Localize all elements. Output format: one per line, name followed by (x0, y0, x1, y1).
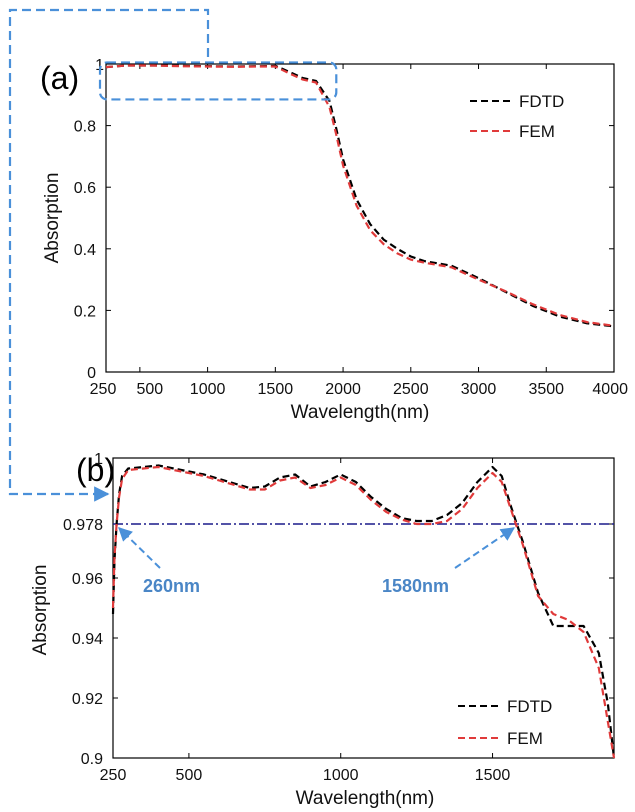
panel-b-legend-fem-label: FEM (507, 729, 543, 748)
panel-a: (a) Wavelength(nm) Absorption 250 500 1000… (40, 57, 628, 423)
panel-b-y-tick-label: 0.96 (72, 571, 103, 588)
panel-a-highlight-box (98, 61, 338, 101)
panel-a-x-tick-label: 500 (137, 381, 164, 398)
panel-a-x-tick-label: 1000 (190, 381, 226, 398)
panel-a-x-tick-label: 3000 (461, 381, 497, 398)
panel-a-label: (a) (40, 60, 79, 96)
highlight-connector (8, 8, 210, 502)
panel-b-annotation-label: 1580nm (382, 576, 449, 596)
panel-a-plot-frame (105, 63, 615, 373)
panel-a-x-tick-label: 2000 (325, 381, 361, 398)
panel-a-x-axis-label: Wavelength(nm) (291, 402, 430, 423)
panel-b-annotations: 260nm 1580nm (118, 527, 515, 596)
panel-b-y-tick-label: 0.94 (72, 631, 103, 648)
panel-a-y-tick-label: 1 (95, 57, 104, 74)
panel-a-x-tick-label: 3500 (528, 381, 564, 398)
panel-b-series-fdtd-line (111, 464, 616, 759)
panel-b-annotation-label: 260nm (143, 576, 200, 596)
panel-b-y-axis-label: Absorption (30, 565, 51, 656)
panel-b-x-tick-label: 500 (176, 767, 203, 784)
panel-b-y-tick-label: 0.92 (72, 691, 103, 708)
panel-b-x-tick-label: 1500 (475, 767, 511, 784)
panel-a-legend-fem-label: FEM (519, 122, 555, 141)
panel-b-series-fem-line (111, 465, 616, 759)
panel-a-y-tick-label: 0.2 (74, 303, 96, 320)
panel-b-annotation-arrow (118, 527, 161, 569)
panel-b-legend-fdtd-label: FDTD (507, 697, 552, 716)
panel-b-label: (b) (76, 452, 115, 488)
panel-a-x-tick-label: 250 (90, 381, 117, 398)
panel-b-series (111, 464, 616, 759)
panel-b-legend: FDTD FEM (458, 697, 552, 748)
panel-a-x-tick-label: 1500 (258, 381, 294, 398)
panel-b-y-tick-label: 0.9 (81, 751, 103, 768)
panel-b: (b) Wavelength(nm) Absorption 250 500 1000… (30, 451, 616, 809)
panel-a-x-tick-label: 4000 (592, 381, 628, 398)
panel-a-y-axis-label: Absorption (42, 173, 63, 264)
panel-b-x-tick-label: 250 (100, 767, 127, 784)
panel-b-x-tick-label: 1000 (323, 767, 359, 784)
panel-a-legend: FDTD FEM (470, 92, 564, 141)
panel-b-y-tick-label: 0.978 (63, 517, 103, 534)
panel-b-y-tick-label: 1 (94, 451, 103, 468)
panel-a-legend-fdtd-label: FDTD (519, 92, 564, 111)
panel-b-annotation-arrow (454, 527, 515, 569)
panel-b-ticks: 250 500 1000 1500 0.9 0.92 0.94 0.96 0.978 1 (63, 451, 614, 784)
panel-a-series-fem-line (105, 64, 615, 327)
panel-a-series (105, 64, 615, 328)
panel-a-y-tick-label: 0.4 (74, 242, 96, 259)
panel-a-y-tick-label: 0 (87, 365, 96, 382)
panel-a-y-tick-label: 0.8 (74, 119, 96, 136)
panel-a-x-tick-label: 2500 (393, 381, 429, 398)
panel-a-ticks: 250 500 1000 1500 2000 2500 3000 3500 4000 0 0.2 0.… (74, 57, 628, 398)
panel-b-x-axis-label: Wavelength(nm) (296, 788, 435, 809)
panel-a-y-tick-label: 0.6 (74, 180, 96, 197)
